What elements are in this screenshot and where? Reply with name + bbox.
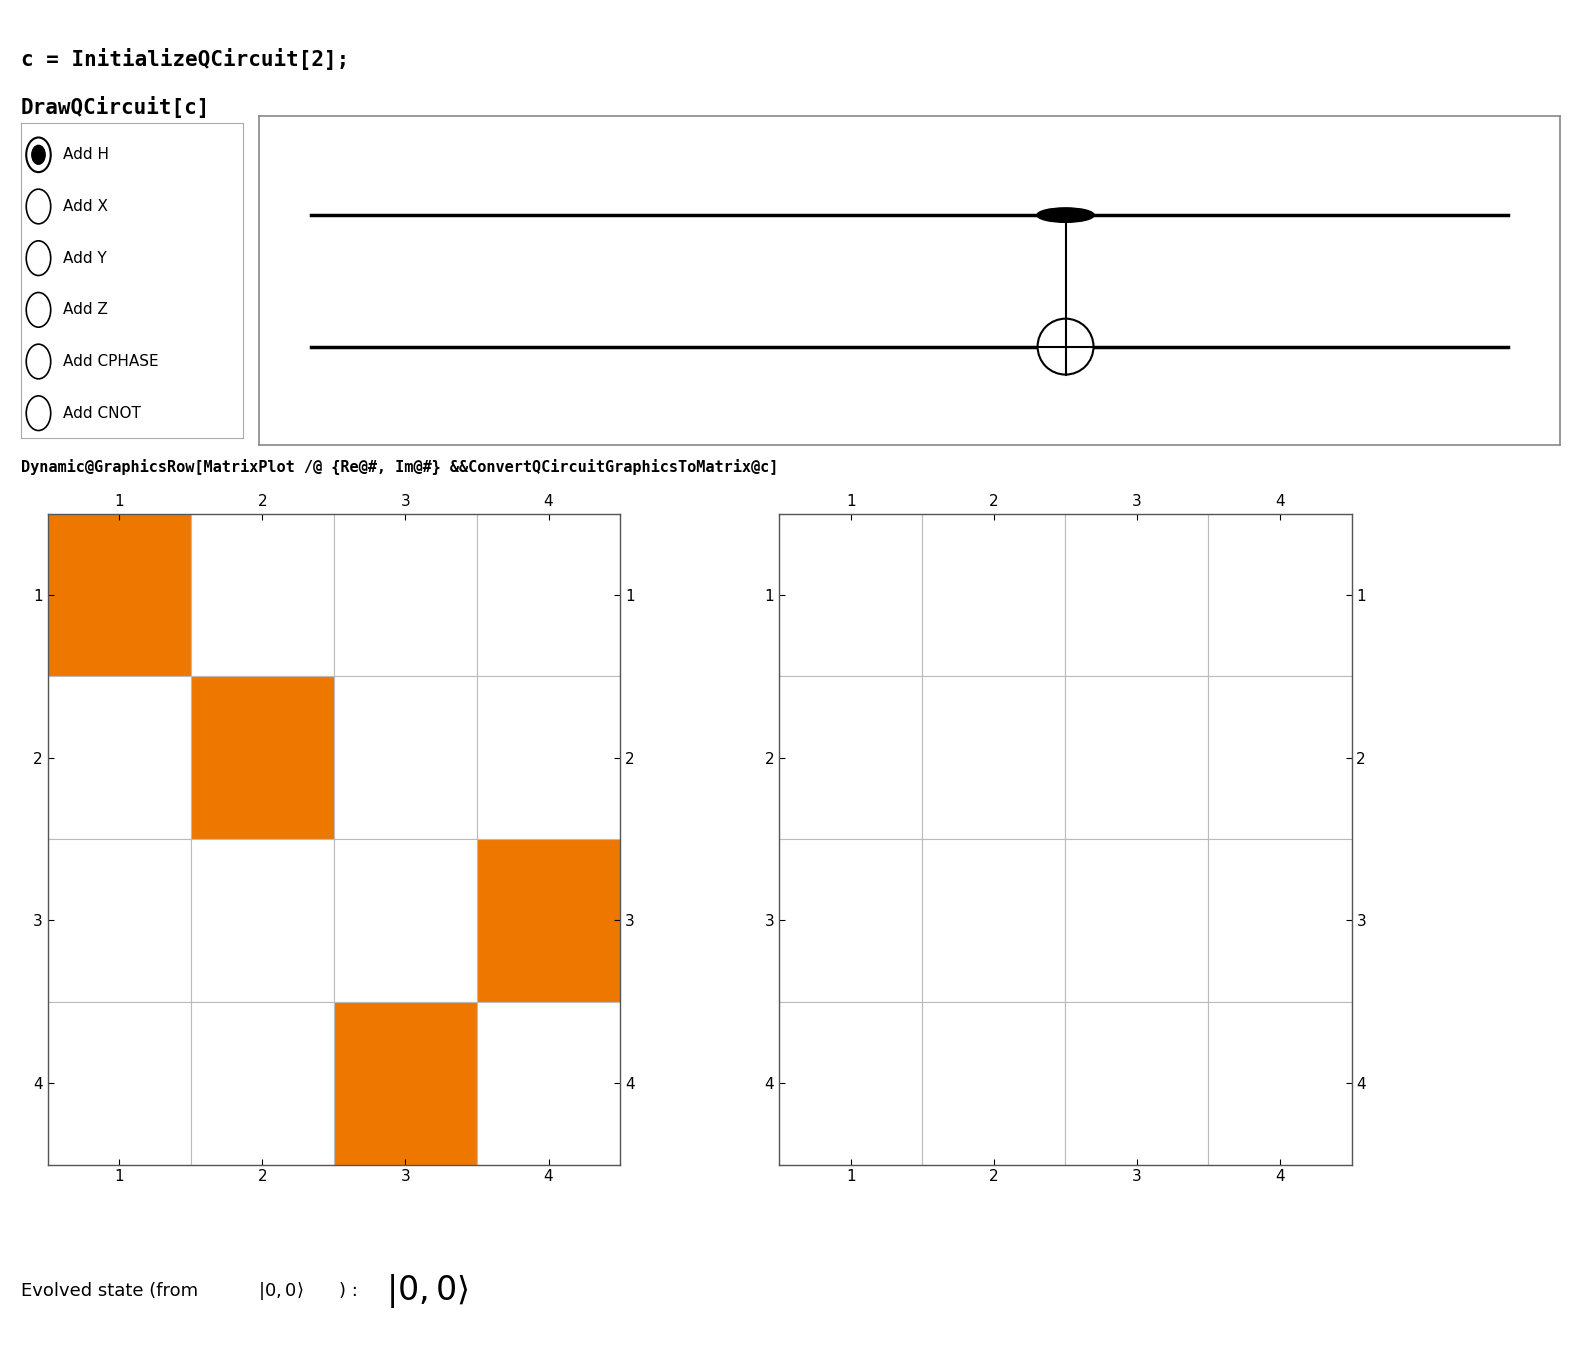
Text: Add X: Add X [64, 199, 108, 214]
Bar [1208, 1001, 1352, 1164]
Text: $|0, 0\rangle$: $|0, 0\rangle$ [386, 1271, 469, 1310]
Bar [1065, 677, 1208, 838]
Text: Add Y: Add Y [64, 251, 107, 266]
Circle shape [32, 145, 45, 164]
Bar [1065, 1001, 1208, 1164]
Bar [1208, 514, 1352, 677]
Bar [48, 838, 191, 1001]
Text: Add H: Add H [64, 148, 110, 162]
Bar [922, 1001, 1065, 1164]
Bar [334, 677, 477, 838]
Bar [477, 838, 620, 1001]
Bar [922, 514, 1065, 677]
Bar [334, 838, 477, 1001]
Bar [191, 677, 334, 838]
Bar [191, 838, 334, 1001]
Circle shape [1037, 208, 1094, 222]
Ellipse shape [1038, 319, 1094, 374]
Bar [1065, 514, 1208, 677]
Text: DrawQCircuit[c]: DrawQCircuit[c] [21, 96, 210, 118]
Bar [334, 514, 477, 677]
Bar [334, 1001, 477, 1164]
Text: Add CPHASE: Add CPHASE [64, 353, 159, 369]
Text: Evolved state (from: Evolved state (from [21, 1281, 204, 1300]
Bar [477, 1001, 620, 1164]
Bar [191, 1001, 334, 1164]
Bar [191, 514, 334, 677]
Bar [779, 838, 922, 1001]
Text: $|0, 0\rangle$: $|0, 0\rangle$ [258, 1280, 304, 1302]
Bar [922, 677, 1065, 838]
Text: Add Z: Add Z [64, 303, 108, 318]
Text: Add CNOT: Add CNOT [64, 406, 142, 421]
Bar [1208, 838, 1352, 1001]
Bar [477, 514, 620, 677]
Text: ) :: ) : [339, 1281, 363, 1300]
Bar [779, 514, 922, 677]
Bar [48, 677, 191, 838]
Bar [48, 1001, 191, 1164]
Bar [48, 514, 191, 677]
Bar [922, 838, 1065, 1001]
Text: c = InitializeQCircuit[2];: c = InitializeQCircuit[2]; [21, 48, 348, 70]
Bar [779, 677, 922, 838]
Bar [779, 1001, 922, 1164]
Text: Dynamic@GraphicsRow[MatrixPlot /@ {Re@#, Im@#} &&ConvertQCircuitGraphicsToMatrix: Dynamic@GraphicsRow[MatrixPlot /@ {Re@#,… [21, 459, 778, 475]
Bar [477, 677, 620, 838]
Bar [1208, 677, 1352, 838]
Bar [1065, 838, 1208, 1001]
